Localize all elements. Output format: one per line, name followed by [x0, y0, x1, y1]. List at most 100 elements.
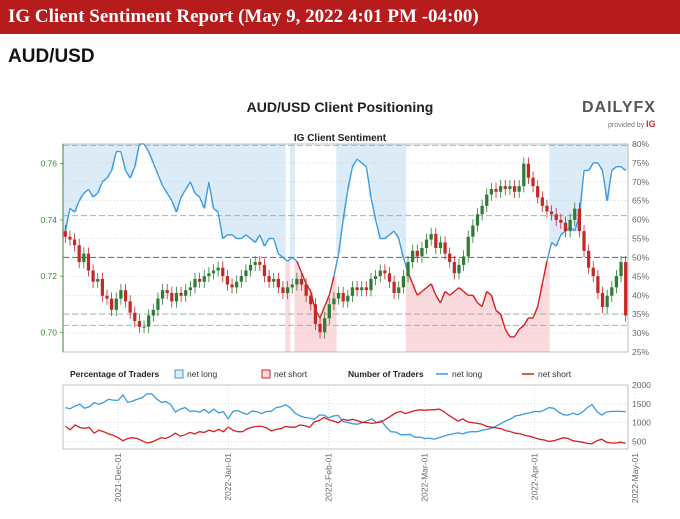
candle-body — [86, 253, 91, 271]
candle-body — [517, 186, 521, 192]
sentiment-fill — [516, 329, 522, 352]
candle-body — [123, 290, 128, 302]
net-long-pct-line — [412, 283, 418, 296]
right-axis-tick: 40% — [632, 290, 649, 300]
candle-body — [309, 295, 313, 305]
sentiment-fill — [359, 144, 365, 163]
net-long-pct-line — [250, 238, 256, 243]
sentiment-fill — [303, 283, 309, 352]
net-long-pct-line — [449, 290, 455, 296]
sentiment-fill — [544, 261, 550, 352]
net-long-pct-line — [291, 256, 298, 262]
net-long-pct-line — [296, 260, 303, 273]
candle-body — [110, 298, 114, 310]
net-long-pct-line — [161, 185, 168, 194]
sentiment-fill — [229, 144, 235, 235]
net-long-pct-line — [300, 272, 307, 285]
sentiment-fill — [526, 317, 532, 352]
sentiment-fill — [63, 144, 69, 231]
right-axis-tick: 35% — [632, 309, 649, 319]
net-long-pct-line — [217, 211, 224, 239]
candle-body — [531, 177, 535, 187]
net-long-pct-line — [416, 290, 423, 296]
net-long-pct-line — [120, 151, 127, 171]
net-long-pct-line — [134, 143, 141, 167]
net-long-pct-line — [546, 242, 553, 262]
net-short-count-line — [65, 408, 626, 445]
candle-body — [96, 278, 100, 282]
sentiment-fill — [563, 144, 569, 231]
net-long-pct-line — [472, 294, 479, 304]
sentiment-fill — [146, 144, 152, 152]
right-axis-tick: 80% — [632, 139, 649, 149]
sentiment-fill — [586, 144, 592, 171]
sentiment-fill — [336, 144, 342, 254]
sentiment-fill — [604, 144, 610, 201]
candle-body — [142, 326, 146, 328]
report-title: IG Client Sentiment Report (May 9, 2022 … — [8, 6, 479, 27]
candle-body — [392, 281, 396, 293]
sentiment-fill — [507, 336, 513, 352]
sentiment-fill — [498, 314, 504, 352]
net-long-pct-line — [551, 241, 557, 247]
candle-body — [415, 250, 419, 257]
sentiment-fill — [535, 306, 541, 352]
sentiment-fill — [127, 144, 133, 179]
candle-body — [100, 278, 104, 296]
net-long-pct-line — [588, 162, 594, 171]
candle-body — [299, 278, 304, 285]
candle-body — [360, 287, 364, 291]
sentiment-fill — [470, 295, 476, 352]
candle-body — [304, 284, 308, 296]
candle-body — [188, 287, 192, 291]
candle-body — [624, 262, 628, 316]
candle-body — [452, 262, 456, 274]
sentiment-fill — [354, 144, 360, 160]
legend-num-short: net short — [538, 369, 572, 379]
sentiment-fill — [160, 144, 166, 186]
candle-body — [184, 290, 188, 296]
candle-body — [295, 278, 299, 285]
net-long-pct-line — [97, 181, 104, 194]
legend: Percentage of Traders net long net short… — [70, 369, 572, 379]
candle-body — [526, 163, 531, 178]
sentiment-fill — [340, 144, 346, 220]
net-long-pct-line — [328, 276, 335, 296]
sentiment-fill — [313, 310, 319, 352]
net-long-pct-line — [555, 234, 562, 247]
candle-body — [239, 276, 243, 282]
candle-body — [369, 278, 373, 291]
right-axis-tick: 60% — [632, 215, 649, 225]
chart-title: AUD/USD Client Positioning — [246, 99, 434, 115]
sentiment-fill — [493, 310, 499, 352]
net-long-pct-line — [389, 230, 395, 236]
net-long-pct-line — [185, 181, 191, 190]
left-axis-tick: 0.70 — [40, 327, 57, 337]
sentiment-fill — [299, 272, 305, 352]
candle-body — [267, 276, 271, 282]
candle-body — [448, 253, 452, 263]
net-long-pct-line — [620, 166, 627, 172]
sentiment-fill — [169, 144, 175, 201]
sentiment-fill — [387, 144, 393, 235]
left-axis-tick: 0.76 — [40, 159, 57, 169]
candle-body — [281, 287, 285, 293]
sentiment-fill — [345, 144, 351, 190]
net-long-pct-line — [152, 162, 159, 175]
candle-body — [72, 239, 77, 246]
sentiment-fill — [294, 261, 300, 352]
sentiment-fill — [447, 295, 453, 352]
sentiment-fill — [289, 144, 295, 258]
net-long-pct-line — [175, 196, 182, 213]
sentiment-fill — [81, 144, 87, 194]
net-long-pct-line — [245, 234, 252, 240]
net-long-pct-line — [439, 291, 446, 304]
candle-body — [272, 278, 276, 282]
candle-body — [105, 295, 109, 299]
candle-body — [82, 253, 86, 263]
sentiment-fill — [150, 144, 157, 163]
net-long-pct-line — [601, 170, 608, 201]
sentiment-fill — [572, 144, 578, 231]
right-axis-tick: 30% — [632, 328, 649, 338]
sentiment-fill — [368, 144, 374, 197]
